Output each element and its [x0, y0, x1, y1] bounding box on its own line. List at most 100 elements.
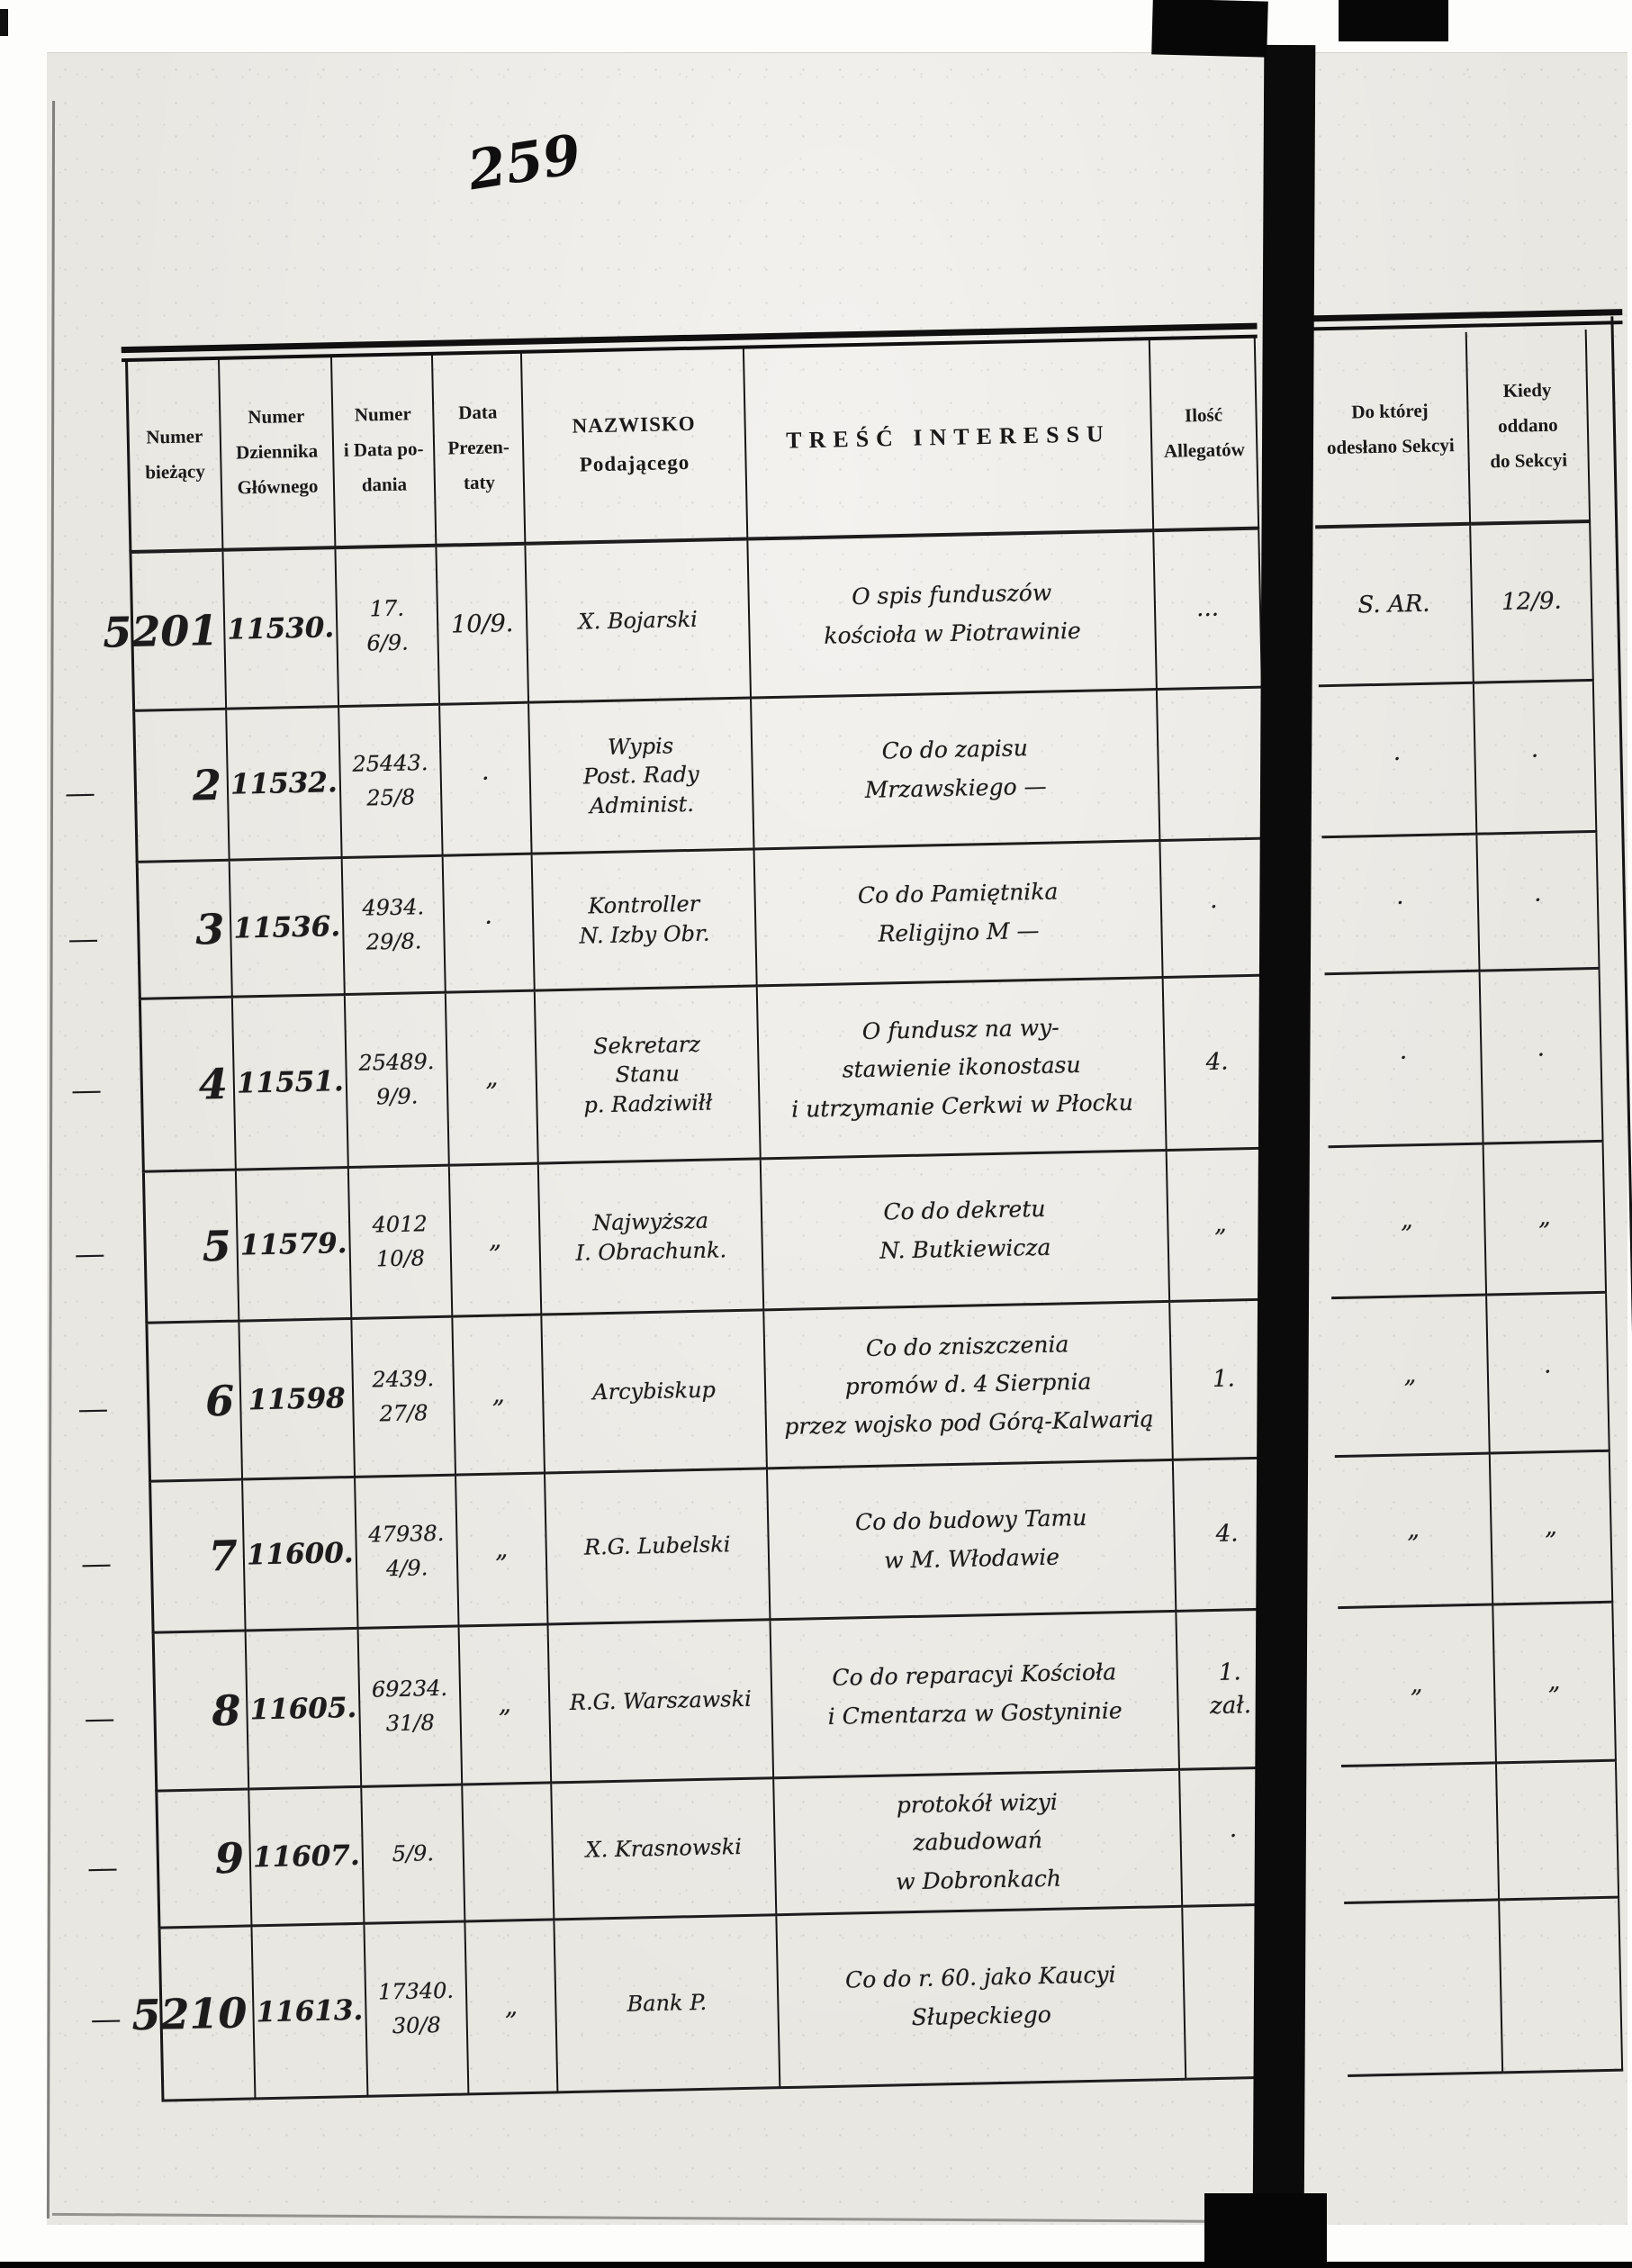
margin-dash-mark: —	[90, 2001, 122, 2038]
entry-number: 3	[194, 904, 225, 953]
cell-ilosc-allegatow: 4.	[1163, 976, 1273, 1152]
margin-dash-mark: —	[86, 1849, 119, 1886]
cell-numer-biezacy: — 5210	[90, 1927, 257, 2102]
cell-numer-data-podania: 17. 6/9.	[336, 547, 441, 709]
cell-kiedy-oddano: 12/9.	[1471, 522, 1594, 684]
cell-nazwisko: X. Bojarski	[526, 540, 753, 704]
cell-numer-data-podania: 5/9.	[362, 1785, 466, 1925]
cell-tresc-interessu: Co do dekretu N. Butkiewicza	[761, 1151, 1171, 1312]
cell-nazwisko: Najwyższa I. Obrachunk.	[538, 1160, 765, 1316]
entry-number: 5	[202, 1221, 232, 1270]
cell-kiedy-oddano: ·	[1487, 1293, 1610, 1455]
entry-number: 5210	[131, 1988, 248, 2039]
cell-numer-biezacy: — 3	[68, 861, 233, 1000]
cell-nazwisko: Wypis Post. Rady Administ.	[529, 699, 755, 855]
header-data-prezentaty: Data Prezen- taty	[432, 351, 527, 547]
margin-dash-mark: —	[84, 1700, 116, 1737]
cell-kiedy-oddano: ·	[1477, 832, 1600, 972]
cell-kiedy-oddano: ·	[1474, 681, 1598, 836]
cell-numer-biezacy: — 7	[81, 1480, 247, 1634]
cell-ilosc-allegatow: ·	[1160, 839, 1269, 979]
cell-data-prezentaty: „	[453, 1315, 546, 1477]
header-do-ktorej-sekcyi: Do której odesłano Sekcyi	[1311, 331, 1472, 529]
margin-dash-mark: —	[74, 1235, 106, 1273]
entry-number: 2	[192, 760, 222, 810]
film-clip-bottom	[1204, 2193, 1327, 2268]
header-kiedy-oddano: Kiedy oddano do Sekcyi	[1466, 329, 1591, 526]
cell-kiedy-oddano: ·	[1480, 969, 1604, 1145]
cell-numer-data-podania: 25489. 9/9.	[345, 993, 450, 1169]
cell-numer-dziennika: 11536.	[230, 859, 346, 998]
cell-nazwisko: X. Krasnowski	[552, 1779, 778, 1921]
cell-sekcya: „	[1328, 1144, 1488, 1300]
cell-data-prezentaty: 10/9.	[437, 545, 530, 706]
header-tresc-interessu: TREŚĆ INTERESSU	[744, 339, 1155, 541]
film-mark	[0, 9, 8, 36]
cell-numer-dziennika: 11532.	[227, 708, 343, 862]
cell-numer-data-podania: 47938. 4/9.	[356, 1476, 460, 1630]
cell-tresc-interessu: protokół wizyi zabudowań w Dobronkach	[774, 1770, 1184, 1917]
cell-data-prezentaty	[463, 1784, 555, 1923]
cell-nazwisko: R.G. Lubelski	[546, 1469, 771, 1626]
cell-numer-biezacy: — 6	[77, 1322, 244, 1483]
header-numer-biezacy: Numer bieżący	[125, 357, 224, 554]
cell-data-prezentaty: „	[449, 1164, 543, 1318]
cell-data-prezentaty: ·	[443, 854, 536, 994]
cell-numer-data-podania: 4012 10/8	[348, 1166, 454, 1320]
cell-sekcya: ·	[1321, 835, 1481, 976]
register-page-paper	[47, 52, 1627, 2225]
cell-kiedy-oddano: „	[1493, 1603, 1617, 1765]
margin-dash-mark: —	[80, 1545, 113, 1583]
cell-kiedy-oddano	[1500, 1898, 1624, 2074]
cell-data-prezentaty: „	[459, 1625, 553, 1786]
cell-tresc-interessu: O fundusz na wy- stawienie ikonostasu i …	[757, 978, 1168, 1161]
cell-ilosc-allegatow	[1157, 688, 1267, 843]
cell-numer-data-podania: 25443. 25/8	[339, 705, 444, 860]
cell-tresc-interessu: Co do zniszczenia promów d. 4 Sierpnia p…	[764, 1302, 1174, 1470]
header-nazwisko-podajacego: NAZWISKO Podającego	[521, 347, 749, 546]
cell-tresc-interessu: Co do budowy Tamu w M. Włodawie	[767, 1460, 1177, 1622]
cell-sekcya	[1341, 1764, 1501, 1905]
register-grid: Numer bieżący Numer Dziennika Głównego N…	[65, 329, 1632, 2102]
cell-kiedy-oddano	[1496, 1761, 1620, 1902]
register-table: Numer bieżący Numer Dziennika Głównego N…	[65, 309, 1632, 2102]
header-numer-data-podania: Numer i Data po- dania	[331, 353, 437, 550]
cell-numer-dziennika: 11598	[239, 1319, 356, 1481]
cell-numer-biezacy: — 4	[71, 998, 237, 1173]
cell-kiedy-oddano: „	[1483, 1142, 1608, 1297]
header-ilosc-allegatow: Ilość Allegatów	[1150, 336, 1260, 533]
cell-data-prezentaty: „	[456, 1474, 549, 1628]
cell-data-prezentaty: ·	[440, 703, 533, 857]
cell-numer-biezacy: — 9	[87, 1790, 253, 1929]
cell-ilosc-allegatow: ...	[1154, 529, 1263, 691]
margin-dash-mark: —	[70, 1072, 103, 1109]
cell-data-prezentaty: „	[446, 991, 539, 1167]
entry-number: 7	[208, 1531, 239, 1580]
cell-sekcya: „	[1331, 1296, 1491, 1459]
cell-tresc-interessu: Co do r. 60. jako Kaucyi Słupeckiego	[777, 1907, 1187, 2090]
entry-number: 8	[211, 1685, 241, 1735]
cell-kiedy-oddano: „	[1490, 1451, 1614, 1606]
cell-sekcya: „	[1334, 1454, 1494, 1610]
cell-sekcya: ·	[1324, 971, 1484, 1149]
cell-sekcya	[1344, 1901, 1504, 2077]
cell-numer-dziennika: 11605.	[246, 1629, 363, 1791]
cell-nazwisko: Bank P.	[555, 1916, 781, 2094]
cell-numer-data-podania: 69234. 31/8	[358, 1627, 464, 1788]
cell-sekcya: „	[1338, 1605, 1497, 1768]
cell-nazwisko: R.G. Warszawski	[548, 1621, 775, 1785]
cell-sekcya: ·	[1318, 683, 1478, 839]
cell-numer-biezacy: — 5	[74, 1170, 240, 1324]
cell-numer-data-podania: 4934. 29/8.	[342, 856, 446, 997]
entry-number: 5201	[102, 605, 219, 657]
cell-nazwisko: Arcybiskup	[542, 1311, 768, 1475]
photo-bottom-edge-line	[0, 2262, 1632, 2268]
cell-numer-dziennika: 11613.	[252, 1924, 369, 2101]
cell-numer-dziennika: 11530.	[223, 549, 340, 710]
cell-numer-data-podania: 17340. 30/8	[365, 1922, 470, 2098]
entry-number: 4	[198, 1059, 229, 1108]
cell-tresc-interessu: Co do reparacyi Kościoła i Cmentarza w G…	[771, 1612, 1181, 1780]
cell-data-prezentaty: „	[465, 1920, 559, 2096]
cell-tresc-interessu: Co do Pamiętnika Religijno M —	[754, 842, 1164, 988]
